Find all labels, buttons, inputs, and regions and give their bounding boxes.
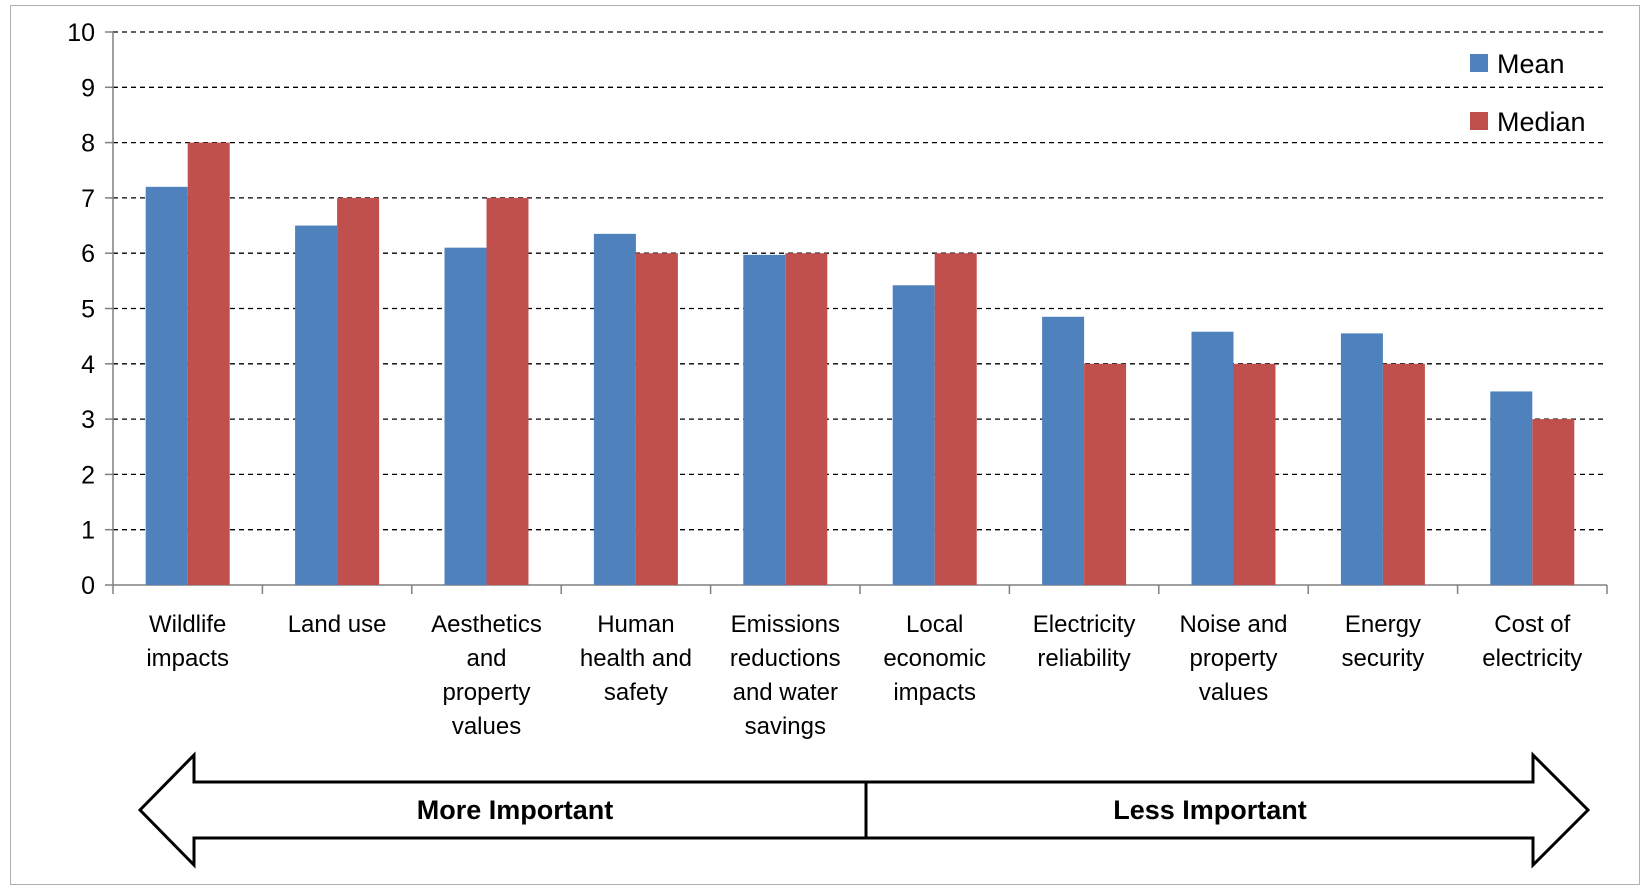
category-label: Aesthetics and property values (431, 611, 542, 740)
bar-mean (1191, 331, 1234, 585)
y-tick-label: 10 (67, 19, 95, 47)
legend-label-median: Median (1497, 107, 1586, 137)
category-label-line: Electricity (1033, 611, 1136, 638)
category-label-line: Aesthetics (431, 611, 542, 638)
bar-median (1532, 419, 1575, 585)
category-label-line: Emissions (731, 611, 840, 638)
category-label-line: values (1199, 679, 1268, 706)
y-tick-label: 7 (81, 185, 95, 213)
category-label: Energy security (1342, 611, 1425, 672)
less-important-label: Less Important (1113, 795, 1307, 825)
category-label-line: reliability (1037, 645, 1130, 672)
category-label-line: safety (604, 679, 668, 706)
category-label-line: security (1342, 645, 1425, 672)
bar-median (486, 197, 529, 585)
bar-median (337, 197, 380, 585)
category-label-line: Cost of (1494, 611, 1570, 638)
category-label-line: Land use (288, 611, 387, 638)
category-label: Human health and safety (580, 611, 692, 706)
y-tick-label: 1 (81, 517, 95, 545)
category-label-line: Human (597, 611, 674, 638)
y-tick-label: 0 (81, 572, 95, 600)
category-label-line: reductions (730, 645, 841, 672)
bar-mean (1042, 316, 1085, 585)
bar-mean (444, 247, 487, 586)
more-important-label: More Important (417, 795, 614, 825)
category-label-line: impacts (146, 645, 229, 672)
y-tick-label: 9 (81, 74, 95, 102)
bar-mean (295, 225, 338, 586)
category-label-line: property (1189, 645, 1277, 672)
category-label-line: savings (745, 713, 826, 740)
category-label-line: property (442, 679, 530, 706)
bar-mean (593, 233, 636, 585)
category-label: Local economic impacts (883, 611, 986, 706)
category-label-line: Noise and (1179, 611, 1287, 638)
category-label-line: and (466, 645, 506, 672)
bar-median (635, 253, 678, 585)
bar-median (1084, 363, 1127, 585)
category-label-line: Wildlife (149, 611, 226, 638)
bar-mean (743, 254, 786, 585)
legend: Mean Median (1470, 49, 1586, 137)
y-tick-label: 2 (81, 461, 95, 489)
category-label: Cost of electricity (1482, 611, 1582, 672)
category-label-line: Energy (1345, 611, 1421, 638)
y-tick-label: 3 (81, 406, 95, 434)
y-tick-label: 8 (81, 130, 95, 158)
category-label-line: Local (906, 611, 963, 638)
category-label-line: economic (883, 645, 986, 672)
legend-swatch-median (1470, 112, 1488, 130)
category-label: Land use (288, 611, 387, 638)
category-label: Noise and property values (1179, 611, 1287, 706)
bar-median (785, 253, 828, 585)
category-label: Emissions reductions and water savings (730, 611, 841, 740)
y-tick-label: 5 (81, 296, 95, 324)
y-tick-label: 6 (81, 240, 95, 268)
bar-median (187, 142, 230, 585)
bar-mean (1340, 333, 1383, 585)
bar-mean (892, 285, 935, 585)
importance-arrow-shape (137, 751, 1591, 869)
importance-arrow: More Important Less Important (137, 751, 1591, 869)
bars (145, 142, 1575, 586)
category-label-line: values (452, 713, 521, 740)
category-label: Wildlife impacts (146, 611, 229, 672)
bar-median (934, 253, 977, 585)
bar-median (1233, 363, 1276, 585)
category-labels: Wildlife impacts Land use Aesthetics and prop… (146, 611, 1582, 740)
category-label-line: impacts (893, 679, 976, 706)
category-label: Electricity reliability (1033, 611, 1136, 672)
y-tick-label: 4 (81, 351, 95, 379)
category-label-line: health and (580, 645, 692, 672)
x-axis (112, 584, 1608, 594)
legend-label-mean: Mean (1497, 49, 1565, 79)
bar-mean (145, 186, 188, 585)
bar-median (1382, 363, 1425, 585)
category-label-line: electricity (1482, 645, 1582, 672)
category-label-line: and water (733, 679, 838, 706)
chart-frame (10, 5, 1640, 885)
bar-mean (1490, 391, 1533, 585)
legend-swatch-mean (1470, 54, 1488, 72)
y-axis: 0 1 2 3 4 5 6 7 8 9 10 (67, 19, 114, 600)
